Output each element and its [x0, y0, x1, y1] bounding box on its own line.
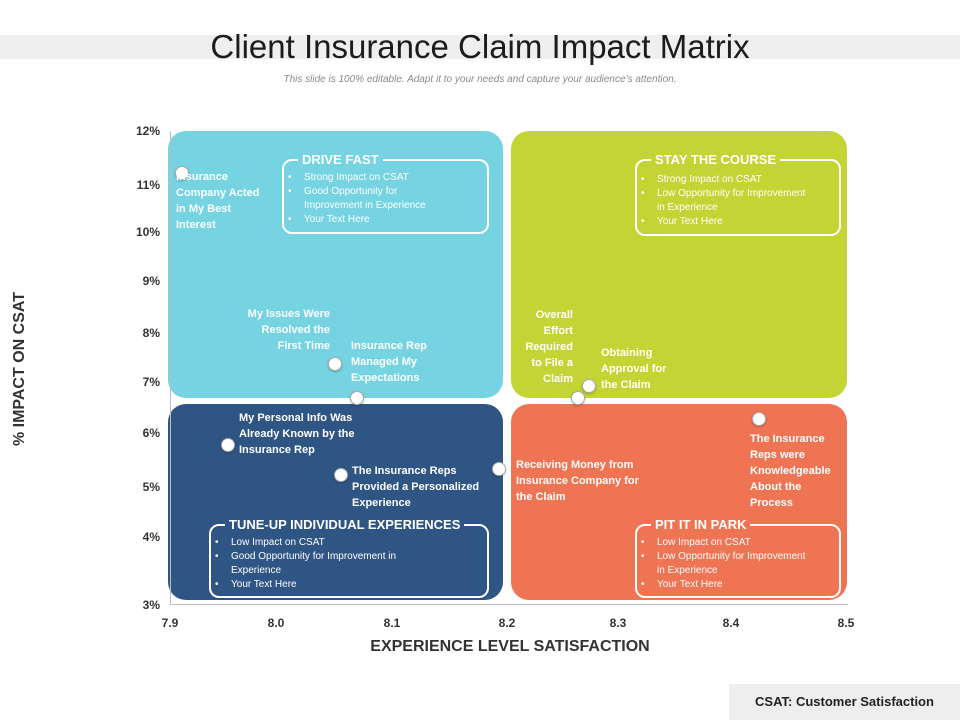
y-tick-label: 3%: [142, 598, 160, 612]
y-axis-title: % IMPACT ON CSAT: [11, 291, 28, 447]
data-point: [751, 411, 766, 426]
x-tick-label: 8.4: [722, 616, 740, 630]
quadrant-item: Your Text Here: [637, 578, 839, 592]
data-point: [220, 437, 235, 452]
quadrant-item: Good Opportunity for Improvement in Expe…: [211, 550, 431, 578]
quadrant-item: Strong Impact on CSAT: [284, 171, 487, 185]
quadrant-item: Low Opportunity for Improvement in Exper…: [637, 550, 807, 578]
y-tick-label: 6%: [142, 426, 160, 440]
x-tick-label: 8.0: [267, 616, 285, 630]
y-tick-label: 7%: [142, 375, 160, 389]
data-point: [491, 462, 506, 477]
point-label: My Personal Info Was Already Known by th…: [239, 412, 355, 456]
quadrant-heading: TUNE-UP INDIVIDUAL EXPERIENCES: [225, 516, 465, 534]
x-tick-label: 8.5: [837, 616, 855, 630]
y-tick-label: 9%: [142, 274, 160, 288]
footer-note: CSAT: Customer Satisfaction: [729, 684, 960, 720]
x-tick-label: 8.2: [498, 616, 516, 630]
point-label: My Issues Were Resolved the First Time: [247, 308, 330, 352]
y-axis-line: [170, 131, 171, 605]
x-tick-label: 8.1: [383, 616, 401, 630]
point-label: Obtaining Approval for the Claim: [601, 347, 667, 391]
y-tick-label: 10%: [135, 225, 160, 239]
title-band: [0, 35, 960, 59]
data-point: [350, 391, 365, 406]
data-point: [327, 357, 342, 372]
data-point: [333, 467, 348, 482]
point-label: Insurance Company Acted in My Best Inter…: [176, 171, 260, 231]
x-axis-title: EXPERIENCE LEVEL SATISFACTION: [370, 638, 650, 655]
quadrant-item: Your Text Here: [637, 215, 839, 229]
slide-title: Client Insurance Claim Impact Matrix: [210, 28, 750, 65]
quadrant-item: Low Impact on CSAT: [637, 536, 839, 550]
point-label: Receiving Money from Insurance Company f…: [516, 459, 639, 503]
quadrant-heading: STAY THE COURSE: [651, 151, 781, 169]
x-tick-label: 8.3: [609, 616, 627, 630]
quadrant-box-top-right: STAY THE COURSE Strong Impact on CSAT Lo…: [635, 151, 841, 236]
quadrant-heading: PIT IT IN PARK: [651, 516, 751, 534]
data-point: [175, 165, 190, 180]
x-tick-label: 7.9: [161, 616, 179, 630]
y-tick-label: 12%: [135, 124, 160, 138]
y-tick-label: 4%: [142, 530, 160, 544]
quadrant-box-top-left: DRIVE FAST Strong Impact on CSAT Good Op…: [282, 151, 489, 234]
quadrant-item: Strong Impact on CSAT: [637, 173, 839, 187]
x-axis-line: [170, 604, 848, 605]
quadrant-item: Low Impact on CSAT: [211, 536, 487, 550]
data-point: [582, 378, 597, 393]
quadrant-item: Good Opportunity for Improvement in Expe…: [284, 185, 454, 213]
point-label: The Insurance Reps were Knowledgeable Ab…: [750, 433, 831, 509]
data-point: [570, 391, 585, 406]
y-tick-label: 11%: [136, 178, 160, 192]
quadrant-item: Your Text Here: [284, 213, 487, 227]
quadrant-box-bottom-right: PIT IT IN PARK Low Impact on CSAT Low Op…: [635, 516, 841, 598]
point-label: The Insurance Reps Provided a Personaliz…: [352, 465, 480, 509]
point-label: Overall Effort Required to File a Claim: [525, 309, 573, 385]
point-label: Insurance Rep Managed My Expectations: [351, 340, 427, 384]
quadrant-item: Low Opportunity for Improvement in Exper…: [637, 187, 807, 215]
quadrant-item: Your Text Here: [211, 578, 487, 592]
slide-subtitle: This slide is 100% editable. Adapt it to…: [283, 74, 677, 85]
quadrant-box-bottom-left: TUNE-UP INDIVIDUAL EXPERIENCES Low Impac…: [209, 516, 489, 598]
quadrant-heading: DRIVE FAST: [298, 151, 383, 169]
y-tick-label: 5%: [142, 480, 160, 494]
y-tick-label: 8%: [142, 326, 160, 340]
